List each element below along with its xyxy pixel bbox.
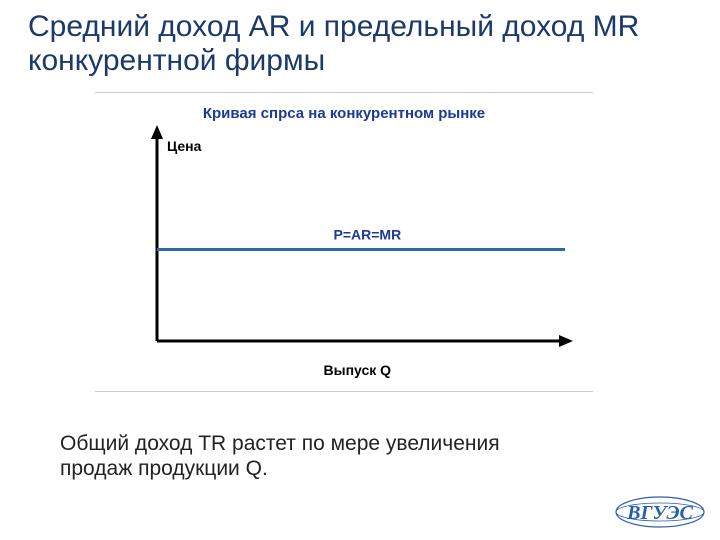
logo-text: ВГУЭС [626, 502, 693, 524]
x-axis-label: Выпуск Q [324, 362, 392, 378]
bottom-caption-line2: продаж продукции Q. [60, 457, 268, 480]
slide-title: Средний доход AR и предельный доход MR к… [28, 10, 688, 77]
logo-icon: ВГУЭС [614, 494, 706, 530]
bottom-caption: Общий доход TR растет по мере увеличения… [60, 432, 660, 482]
x-axis-arrow-icon [559, 335, 573, 347]
y-axis-arrow-icon [151, 125, 163, 139]
chart-plot: Цена P=AR=MR Выпуск Q [95, 93, 593, 393]
chart-container: Кривая спрса на конкурентном рынке Цена … [95, 92, 593, 392]
y-axis-label: Цена [167, 138, 202, 154]
line-label: P=AR=MR [334, 226, 402, 242]
slide: Средний доход AR и предельный доход MR к… [0, 0, 720, 540]
bottom-caption-line1: Общий доход TR растет по мере увеличения [60, 432, 500, 455]
